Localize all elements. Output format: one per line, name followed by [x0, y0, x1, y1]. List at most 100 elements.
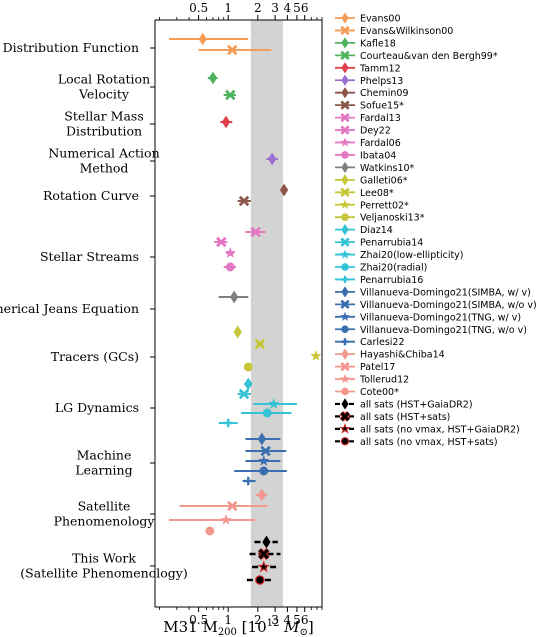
series-cote00	[205, 526, 215, 536]
legend-marker	[340, 25, 350, 35]
legend-marker	[340, 100, 350, 110]
legend-label: Cote00*	[360, 387, 399, 398]
category-tracers-gcs: Tracers (GCs)	[51, 349, 155, 364]
legend-marker	[339, 422, 351, 434]
series-zhai20-low-ellipticity	[253, 397, 297, 409]
legend-label: Diaz14	[360, 225, 393, 236]
point-cote00	[205, 526, 215, 536]
legend-marker	[340, 362, 350, 372]
point-chemin09	[279, 183, 289, 197]
legend-marker	[340, 125, 350, 135]
legend-marker	[340, 187, 350, 197]
legend-marker	[339, 249, 351, 259]
category-label: Distribution Function	[3, 40, 139, 55]
point-veljanoski13	[243, 362, 253, 372]
legend-marker	[341, 161, 349, 173]
legend-marker	[341, 275, 349, 284]
point-penarrubia16	[224, 418, 233, 428]
legend-label: Dey22	[360, 126, 391, 137]
series-tollerud12	[169, 513, 256, 525]
legend-label: Zhai20(low-ellipticity)	[360, 250, 464, 261]
legend-label: Penarrubia16	[360, 275, 423, 286]
point-perrett02	[310, 349, 322, 361]
legend-marker	[341, 174, 349, 186]
legend-label: Evans00	[360, 14, 401, 25]
x-tick-label: 4	[284, 613, 292, 627]
category-label: Satellite	[78, 499, 131, 514]
category-label: (Satellite Phenomenology)	[20, 566, 187, 581]
legend-marker	[341, 338, 349, 346]
point-evans00	[198, 32, 207, 46]
legend-item-villanueva-domingo21-simba-w-v: Villanueva-Domingo21(SIMBA, w/ v)	[335, 286, 531, 298]
legend-label: Tamm12	[359, 63, 401, 74]
legend-marker	[341, 325, 349, 334]
series-phelps13	[266, 152, 278, 166]
legend-label: Ibata04	[360, 150, 396, 161]
legend-item-all-sats-hst-gaiadr2: all sats (HST+GaiaDR2)	[335, 398, 473, 410]
series-dey22	[214, 236, 228, 248]
legend-label: Carlesi22	[360, 337, 405, 348]
legend-label: Galleti06*	[360, 175, 408, 186]
x-tick-label-top: 4	[284, 1, 292, 15]
legend-item-watkins10: Watkins10*	[335, 161, 415, 174]
x-tick-label-top: 2	[254, 1, 262, 15]
series-all-sats-no-vmax-hst-gaiadr2	[252, 560, 278, 573]
legend-marker	[341, 348, 349, 360]
series-evans-wilkinson00	[198, 44, 272, 56]
legend-item-perrett02: Perrett02*	[335, 199, 409, 211]
legend-marker	[341, 224, 349, 236]
legend-label: Lee08*	[360, 188, 394, 199]
x-tick-label: 6	[301, 613, 309, 627]
legend-label: Villanueva-Domingo21(TNG, w/o v)	[360, 325, 527, 336]
series-all-sats-hst-sats	[249, 548, 281, 560]
plot-area	[154, 19, 323, 608]
point-galleti06	[233, 325, 242, 339]
legend-item-zhai20-low-ellipticity: Zhai20(low-ellipticity)	[335, 249, 464, 261]
legend-label: Fardal06	[360, 138, 401, 149]
legend-item-penarrubia14: Penarrubia14	[335, 237, 423, 249]
x-tick-label: 2	[254, 613, 262, 627]
x-tick-label-top: 0.5	[189, 1, 208, 15]
legend-item-chemin09: Chemin09	[335, 87, 409, 99]
legend-item-all-sats-hst-sats: all sats (HST+sats)	[335, 411, 450, 423]
series-carlesi22	[242, 476, 256, 486]
legend-marker	[339, 373, 351, 384]
legend-item-dey22: Dey22	[335, 125, 391, 137]
legend-item-courteau-van-den-bergh99: Courteau&van den Bergh99*	[335, 50, 498, 62]
series-villanueva-domingo21-tng-w-o-v	[234, 466, 287, 476]
category-label: Method	[80, 161, 129, 176]
point-villanueva-domingo21-tng-w-v	[258, 454, 270, 466]
x-tick-label: 0.5	[189, 613, 208, 627]
x-tick-label: 5	[293, 613, 301, 627]
legend-label: Kafle18	[360, 38, 396, 49]
legend-label: all sats (no vmax, HST+sats)	[360, 437, 498, 448]
point-zhai20-radial	[262, 408, 272, 418]
point-diaz14	[244, 377, 253, 391]
point-villanueva-domingo21-tng-w-o-v	[259, 466, 269, 476]
category-label: Local Rotation	[58, 72, 150, 87]
legend-label: Evans&Wilkinson00	[360, 26, 453, 37]
legend-item-evans-wilkinson00: Evans&Wilkinson00	[335, 25, 453, 37]
legend-marker	[339, 411, 351, 422]
legend-item-cote00: Cote00*	[335, 387, 399, 398]
point-villanueva-domingo21-simba-w-o-v	[260, 445, 271, 457]
series-penarrubia14	[237, 388, 251, 400]
legend-marker	[339, 137, 351, 147]
series-lee08	[254, 338, 265, 350]
category-label: Stellar Mass	[64, 109, 143, 124]
point-hayashi-chiba14	[257, 488, 267, 502]
point-all-sats-hst-gaiadr2	[262, 535, 271, 549]
point-kafle18	[208, 71, 218, 85]
point-sofue15	[238, 195, 250, 207]
series-fardal13	[245, 226, 266, 238]
legend-label: all sats (HST+GaiaDR2)	[360, 399, 473, 410]
legend-item-all-sats-no-vmax-hst-gaiadr2: all sats (no vmax, HST+GaiaDR2)	[335, 422, 520, 435]
legend-item-villanueva-domingo21-tng-w-v: Villanueva-Domingo21(TNG, w/ v)	[335, 311, 521, 323]
category-label: Phenomenology	[54, 514, 156, 529]
legend-marker	[341, 12, 349, 24]
legend-label: Tollerud12	[359, 375, 409, 386]
series-tamm12	[220, 115, 233, 129]
